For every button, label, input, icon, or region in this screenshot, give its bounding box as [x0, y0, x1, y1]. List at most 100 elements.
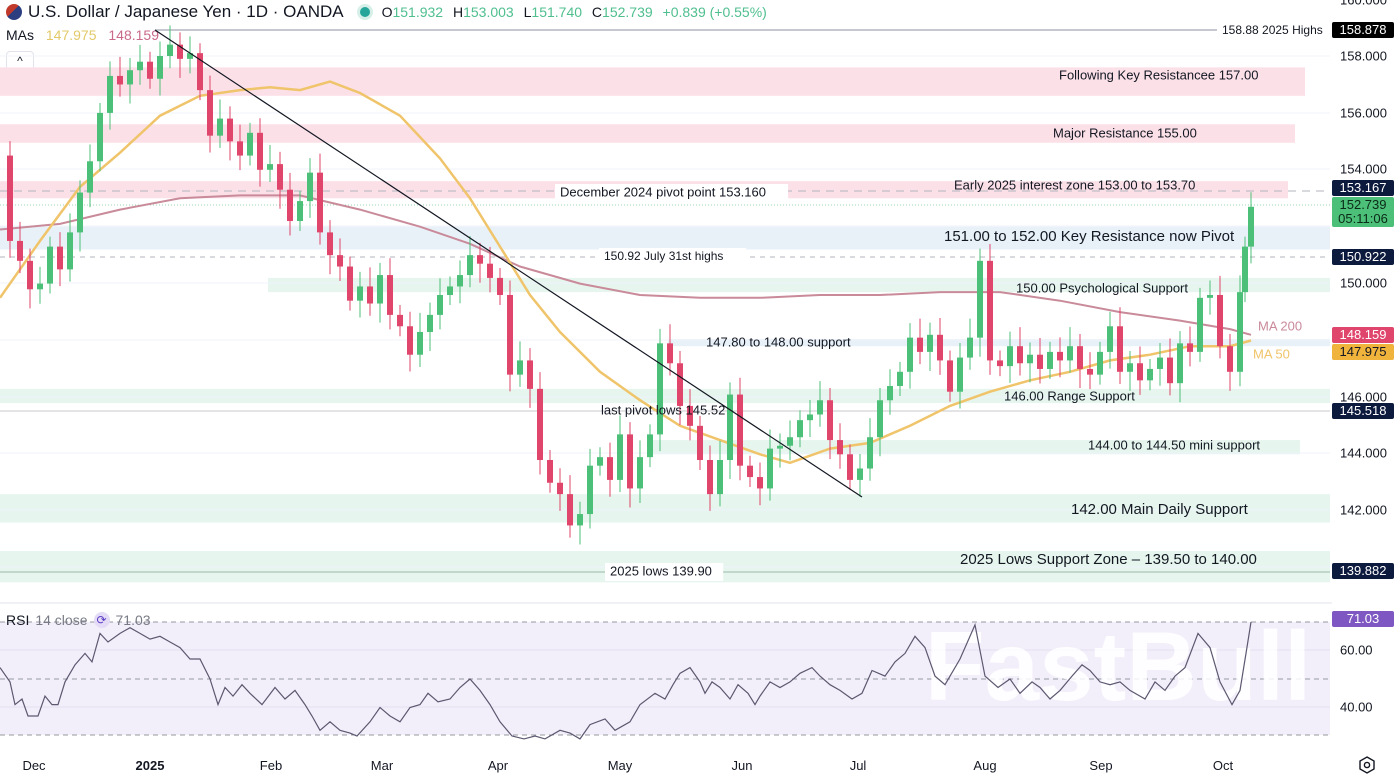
time-tick: Jul: [849, 758, 867, 773]
candle-up: [1147, 368, 1153, 381]
settings-gear-icon[interactable]: [1358, 756, 1376, 774]
price-tick: 158.000: [1340, 48, 1387, 64]
r157-label: Following Key Resistancee 157.00: [1059, 67, 1258, 82]
high-value: 153.003: [463, 4, 514, 20]
price-tick: 144.000: [1340, 445, 1387, 461]
candle-down: [407, 326, 413, 355]
rsi-tick: 60.00: [1340, 642, 1373, 658]
candle-up: [357, 286, 363, 301]
candle-up: [957, 357, 963, 392]
july-highs-label-bg: [599, 248, 747, 266]
rsi-tick: 40.00: [1340, 699, 1373, 715]
candle-down: [837, 440, 843, 455]
time-axis[interactable]: Dec 2025 Feb Mar Apr May Jun Jul Aug Sep Oct: [0, 752, 1330, 776]
zone-5: [668, 339, 1330, 347]
candle-up: [897, 371, 903, 387]
candle-up: [1177, 343, 1183, 384]
price-tick: 150.000: [1340, 275, 1387, 291]
candle-down: [987, 260, 993, 361]
candle-down: [527, 360, 533, 389]
candle-down: [547, 459, 553, 483]
candle-down: [747, 465, 753, 478]
price-tick: 154.000: [1340, 161, 1387, 177]
candle-up: [1207, 294, 1213, 298]
candle-down: [1087, 368, 1093, 375]
ma50-path: [0, 80, 1252, 465]
price-axis[interactable]: 160.000 158.000 156.000 154.000 150.000 146.0…: [1332, 0, 1400, 745]
candle-up: [187, 53, 193, 59]
candle-down: [1037, 354, 1043, 369]
candle-up: [1248, 206, 1254, 247]
mas-label: MAs: [6, 27, 34, 43]
candle-down: [237, 141, 243, 156]
candle-up: [857, 468, 863, 480]
rsi-line: [0, 621, 1252, 740]
time-tick: Aug: [973, 758, 997, 773]
candle-up: [647, 434, 653, 458]
candle-up: [1047, 351, 1053, 369]
candle-up: [907, 337, 913, 372]
zone-6: [0, 388, 1330, 404]
candle-down: [327, 232, 333, 256]
candle-down: [1137, 363, 1143, 381]
zone-8: [0, 494, 1330, 523]
time-tick: 2025: [135, 758, 165, 773]
candle-up: [437, 294, 443, 315]
pivot-lows-label: last pivot lows 145.52: [601, 402, 725, 417]
ma200-path: [0, 194, 1252, 336]
price-tag: 71.03: [1332, 611, 1394, 627]
candle-up: [97, 112, 103, 162]
candle-up: [447, 286, 453, 295]
candle-up: [167, 44, 173, 56]
fastbull-watermark: FastBull: [925, 611, 1312, 721]
time-tick: Oct: [1212, 758, 1234, 773]
refresh-icon[interactable]: ⟳: [93, 612, 110, 628]
price-tick: 146.000: [1340, 389, 1387, 405]
time-tick: Jun: [731, 758, 753, 773]
downtrend-line: [154, 29, 863, 498]
dec-pivot-label: December 2024 pivot point 153.160: [560, 184, 766, 199]
candle-up: [977, 260, 983, 338]
candle-up: [787, 437, 793, 446]
rsi-legend[interactable]: RSI 14 close ⟳ 71.03: [6, 612, 151, 628]
candle-down: [227, 118, 233, 142]
candle-up: [637, 457, 643, 489]
candle-up: [137, 61, 143, 71]
dec-pivot-label-bg: [555, 184, 789, 202]
candle-down: [397, 314, 403, 327]
candle-down: [147, 61, 153, 79]
candle-down: [257, 132, 263, 170]
lows-label: 2025 lows 139.90: [610, 563, 712, 578]
candle-down: [697, 425, 703, 460]
candle-down: [507, 294, 513, 375]
candle-up: [767, 448, 773, 489]
candle-down: [847, 454, 853, 480]
lows-zone-label: 2025 Lows Support Zone – 139.50 to 140.0…: [960, 551, 1257, 568]
candle-up: [47, 246, 53, 284]
close-label: C: [591, 4, 603, 20]
candle-up: [727, 394, 733, 460]
price-tick: 156.000: [1340, 105, 1387, 121]
candle-down: [917, 337, 923, 352]
candle-down: [197, 53, 203, 91]
ma200-value: 148.159: [108, 27, 159, 43]
price-chart[interactable]: 158.88 2025 Highs Following Key Resistanc…: [0, 0, 1332, 745]
candle-down: [347, 266, 353, 301]
main-support-label: 142.00 Main Daily Support: [1071, 501, 1249, 518]
candle-down: [947, 360, 953, 392]
candle-up: [617, 434, 623, 480]
ma50-line: [0, 80, 1252, 465]
zone-7: [648, 440, 1300, 455]
price-tick: 142.000: [1340, 502, 1387, 518]
early-zone-label: Early 2025 interest zone 153.00 to 153.7…: [954, 177, 1195, 192]
candle-up: [1237, 292, 1243, 372]
candle-down: [557, 482, 563, 495]
rsi-pane: FastBull: [0, 611, 1332, 740]
moving-averages-legend[interactable]: MAs 147.975 148.159: [6, 27, 159, 43]
candle-down: [1187, 343, 1193, 352]
price-tag: 145.518: [1332, 403, 1394, 419]
time-tick: Dec: [22, 758, 46, 773]
symbol-title[interactable]: U.S. Dollar / Japanese Yen · 1D · OANDA: [28, 2, 344, 21]
open-label: O: [381, 4, 393, 20]
range-label: 146.00 Range Support: [1004, 388, 1135, 403]
